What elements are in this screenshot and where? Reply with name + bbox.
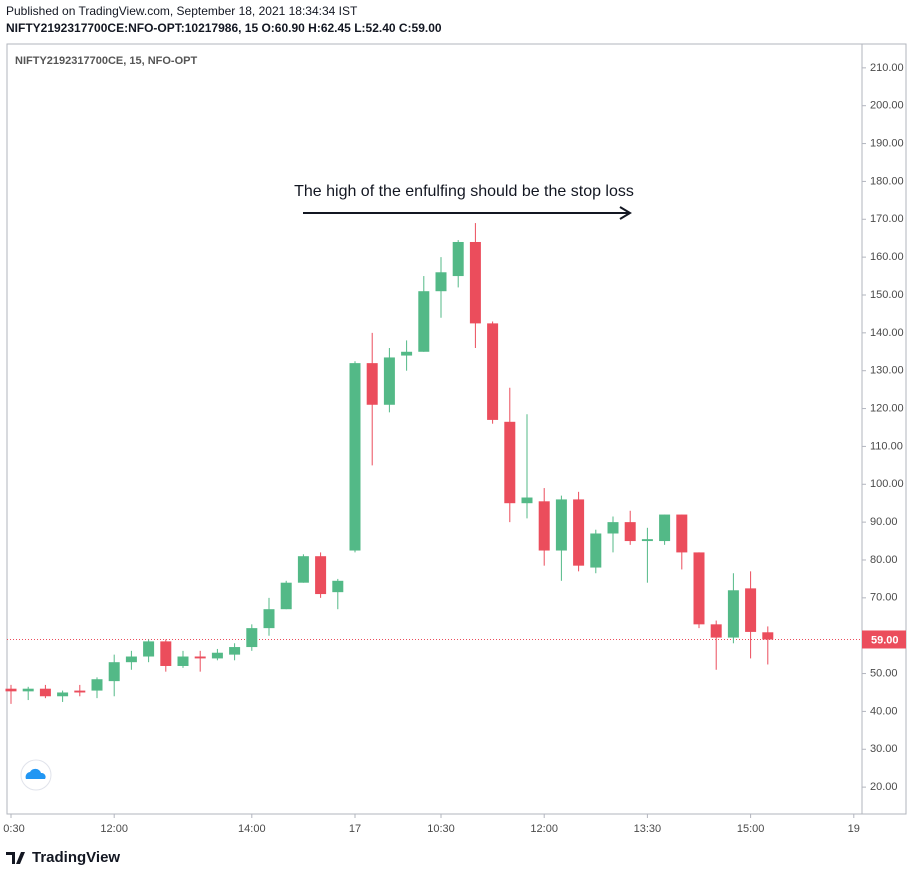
candle-body xyxy=(452,241,464,277)
candle-body xyxy=(143,641,155,657)
pane-legend: NIFTY2192317700CE, 15, NFO-OPT xyxy=(15,55,197,67)
candle-body xyxy=(521,497,533,504)
candle-body xyxy=(39,688,51,697)
y-tick-label: 180.00 xyxy=(870,175,904,187)
candle-body xyxy=(349,363,361,551)
y-tick-label: 170.00 xyxy=(870,213,904,225)
x-tick-label: 10:30 xyxy=(427,823,455,835)
y-tick-label: 190.00 xyxy=(870,137,904,149)
candle-body xyxy=(229,647,241,655)
y-tick-label: 110.00 xyxy=(870,440,903,452)
published-line: Published on TradingView.com, September … xyxy=(6,4,358,18)
candle-body xyxy=(194,656,206,659)
candle-body xyxy=(624,522,636,542)
x-tick-label: 0:30 xyxy=(3,823,24,835)
candle-body xyxy=(745,588,757,632)
y-tick-label: 150.00 xyxy=(870,289,904,301)
candle-body xyxy=(573,499,585,566)
candle-body xyxy=(659,514,671,542)
pane-border xyxy=(6,43,907,815)
candle-body xyxy=(469,241,481,324)
candle-body xyxy=(504,421,516,504)
y-tick-label: 40.00 xyxy=(870,705,898,717)
y-tick-label: 20.00 xyxy=(870,781,898,793)
candle-body xyxy=(418,291,430,352)
candle-body xyxy=(125,656,137,663)
candle-body xyxy=(74,690,86,693)
candle-body xyxy=(641,539,653,542)
brand: TradingView xyxy=(32,849,120,866)
candle-body xyxy=(676,514,688,553)
candle-body xyxy=(91,679,103,691)
candle-body xyxy=(5,688,17,692)
candle-body xyxy=(366,363,378,405)
annotation: The high of the enfulfing should be the … xyxy=(294,183,634,200)
candle-body xyxy=(57,692,69,697)
candle-body xyxy=(435,272,447,292)
y-tick-label: 140.00 xyxy=(870,327,904,339)
candle-body xyxy=(727,590,739,638)
y-tick-label: 80.00 xyxy=(870,554,898,566)
x-tick-label: 12:00 xyxy=(100,823,128,835)
y-tick-label: 160.00 xyxy=(870,251,904,263)
y-tick-label: 50.00 xyxy=(870,667,898,679)
candle-body xyxy=(607,522,619,534)
candle-body xyxy=(555,499,567,551)
y-tick-label: 90.00 xyxy=(870,516,898,528)
y-tick-label: 30.00 xyxy=(870,743,898,755)
arrow-head xyxy=(619,206,632,220)
x-tick-label: 12:00 xyxy=(530,823,558,835)
candle-body xyxy=(108,662,120,682)
candle-body xyxy=(177,656,189,666)
candle-body xyxy=(246,628,258,648)
price-label-box xyxy=(862,630,906,649)
y-tick-label: 120.00 xyxy=(870,402,904,414)
candle-body xyxy=(710,624,722,638)
candle-body xyxy=(538,501,550,551)
y-tick-label: 100.00 xyxy=(870,478,904,490)
candle-body xyxy=(487,323,499,420)
candle-body xyxy=(22,688,34,692)
y-tick-label: 210.00 xyxy=(870,62,904,74)
y-tick-label: 70.00 xyxy=(870,592,898,604)
x-tick-label: 13:30 xyxy=(634,823,662,835)
y-tick-label: 130.00 xyxy=(870,365,904,377)
candle-body xyxy=(383,357,395,405)
price-label: 59.00 xyxy=(871,634,899,646)
x-tick-label: 19 xyxy=(848,823,860,835)
candle-body xyxy=(315,556,327,595)
candle-body xyxy=(211,652,223,659)
x-tick-label: 15:00 xyxy=(737,823,765,835)
candle-body xyxy=(160,641,172,666)
candle-body xyxy=(401,351,413,356)
x-tick-label: 17 xyxy=(349,823,361,835)
candle-body xyxy=(297,556,309,583)
x-tick-label: 14:00 xyxy=(238,823,266,835)
candle-body xyxy=(280,582,292,610)
candle-body xyxy=(332,580,344,593)
logo-badge xyxy=(20,759,52,791)
candle-body xyxy=(263,609,275,629)
y-tick-label: 200.00 xyxy=(870,100,904,112)
brand-logo xyxy=(6,852,25,864)
symbol-line: NIFTY2192317700CE:NFO-OPT:10217986, 15 O… xyxy=(6,21,442,35)
candle-body xyxy=(590,533,602,568)
candle-body xyxy=(693,552,705,625)
candle-body xyxy=(762,632,774,640)
